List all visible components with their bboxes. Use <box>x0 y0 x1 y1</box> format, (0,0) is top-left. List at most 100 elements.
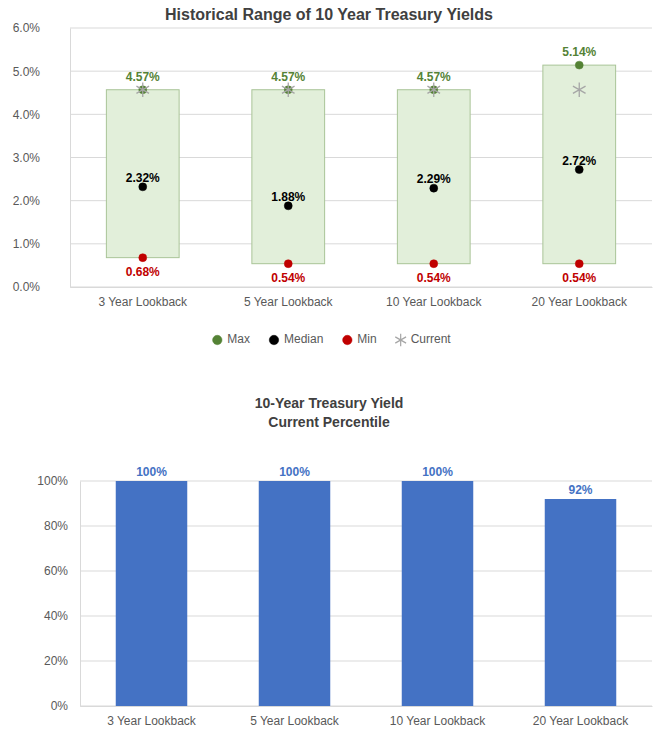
series-markers <box>139 61 583 94</box>
grid <box>80 481 652 706</box>
y-tick-label: 6.0% <box>13 21 41 35</box>
axis-line <box>81 706 653 707</box>
grid-line <box>70 28 652 29</box>
data-label: 0.54% <box>417 271 451 285</box>
bar <box>545 499 617 706</box>
y-tick: 20% <box>44 654 80 668</box>
y-tick-label: 5.0% <box>13 65 41 79</box>
plot-area <box>116 481 617 706</box>
y-axis: 0% 20% 40% 60% 80% 100% <box>37 474 80 713</box>
x-tick-label: 3 Year Lookback <box>107 714 197 728</box>
x-tick: 20 Year Lookback <box>533 706 629 728</box>
marker <box>575 260 583 268</box>
data-label: 100% <box>422 465 453 479</box>
axis-line <box>80 482 81 707</box>
data-label: 0.68% <box>126 265 160 279</box>
legend-swatch <box>343 335 352 344</box>
y-tick: 4.0% <box>13 108 70 122</box>
y-tick: 1.0% <box>13 237 70 251</box>
legend-item: Max <box>213 332 250 346</box>
chart: Historical Range of 10 Year Treasury Yie… <box>13 6 653 346</box>
y-tick-label: 60% <box>44 564 68 578</box>
x-tick-label: 10 Year Lookback <box>386 295 482 309</box>
y-tick-label: 100% <box>37 474 68 488</box>
legend-label: Min <box>357 332 376 346</box>
marker <box>284 260 292 268</box>
data-label: 2.32% <box>126 171 160 185</box>
axis-line <box>70 29 71 288</box>
data-labels: 100%100%100%92% <box>136 465 593 497</box>
x-tick: 20 Year Lookback <box>532 287 628 309</box>
legend: Max Median Min Current <box>213 332 452 346</box>
data-label: 4.57% <box>417 70 451 84</box>
x-tick-label: 5 Year Lookback <box>250 714 340 728</box>
y-tick-label: 2.0% <box>13 194 41 208</box>
marker <box>427 82 440 97</box>
legend-label: Max <box>227 332 250 346</box>
data-label: 5.14% <box>562 45 596 59</box>
y-tick: 5.0% <box>13 65 70 79</box>
y-tick: 6.0% <box>13 21 70 35</box>
legend-swatch <box>395 334 406 347</box>
axis-line <box>71 287 653 288</box>
range-box <box>252 90 325 264</box>
data-label: 1.88% <box>271 190 305 204</box>
marker <box>282 82 295 97</box>
legend-item: Median <box>269 332 323 346</box>
y-tick-label: 20% <box>44 654 68 668</box>
y-tick: 60% <box>44 564 80 578</box>
x-tick: 10 Year Lookback <box>390 706 486 728</box>
y-tick: 0% <box>51 699 80 713</box>
bar <box>259 481 331 706</box>
legend-swatch <box>269 335 278 344</box>
series-markers <box>139 166 583 210</box>
y-tick-label: 3.0% <box>13 151 41 165</box>
legend-label: Median <box>284 332 323 346</box>
chart-subtitle: Current Percentile <box>268 414 390 430</box>
x-tick-label: 20 Year Lookback <box>533 714 629 728</box>
y-tick-label: 0% <box>51 699 69 713</box>
y-tick: 40% <box>44 609 80 623</box>
legend-item: Current <box>395 332 451 346</box>
range-box <box>397 90 470 264</box>
data-label: 100% <box>279 465 310 479</box>
x-tick-label: 3 Year Lookback <box>98 295 188 309</box>
data-label: 4.57% <box>126 70 160 84</box>
x-axis: 3 Year Lookback 5 Year Lookback 10 Year Lo… <box>81 706 653 728</box>
x-tick-label: 5 Year Lookback <box>244 295 334 309</box>
x-tick: 3 Year Lookback <box>98 287 188 309</box>
data-label: 4.57% <box>271 70 305 84</box>
y-tick: 80% <box>44 519 80 533</box>
y-tick-label: 80% <box>44 519 68 533</box>
grid-line <box>70 287 652 288</box>
range-box <box>543 65 616 264</box>
y-tick: 2.0% <box>13 194 70 208</box>
marker <box>573 82 586 97</box>
data-label: 2.72% <box>562 154 596 168</box>
marker <box>136 82 149 97</box>
x-tick-label: 10 Year Lookback <box>390 714 486 728</box>
legend-label: Current <box>411 332 452 346</box>
legend-item: Min <box>343 332 377 346</box>
x-tick: 5 Year Lookback <box>250 706 340 728</box>
marker <box>575 61 583 69</box>
grid <box>70 28 652 287</box>
x-tick: 3 Year Lookback <box>107 706 197 728</box>
y-tick-label: 1.0% <box>13 237 41 251</box>
bar <box>116 481 188 706</box>
x-tick: 5 Year Lookback <box>244 287 334 309</box>
y-tick-label: 0.0% <box>13 280 41 294</box>
y-tick: 3.0% <box>13 151 70 165</box>
marker <box>430 260 438 268</box>
chart-title: 10-Year Treasury Yield <box>255 395 404 411</box>
y-tick-label: 4.0% <box>13 108 41 122</box>
chart-canvas: Historical Range of 10 Year Treasury Yie… <box>0 0 659 751</box>
y-tick: 100% <box>37 474 80 488</box>
range-box <box>106 90 179 258</box>
data-label: 0.54% <box>562 271 596 285</box>
y-axis: 0.0% 1.0% 2.0% 3.0% 4.0% 5.0% 6.0% <box>13 21 71 294</box>
data-labels: 4.57%4.57%4.57%5.14%2.32%1.88%2.29%2.72%… <box>126 45 597 285</box>
data-label: 0.54% <box>271 271 305 285</box>
y-tick: 0.0% <box>13 280 70 294</box>
chart-title: Historical Range of 10 Year Treasury Yie… <box>165 6 493 23</box>
